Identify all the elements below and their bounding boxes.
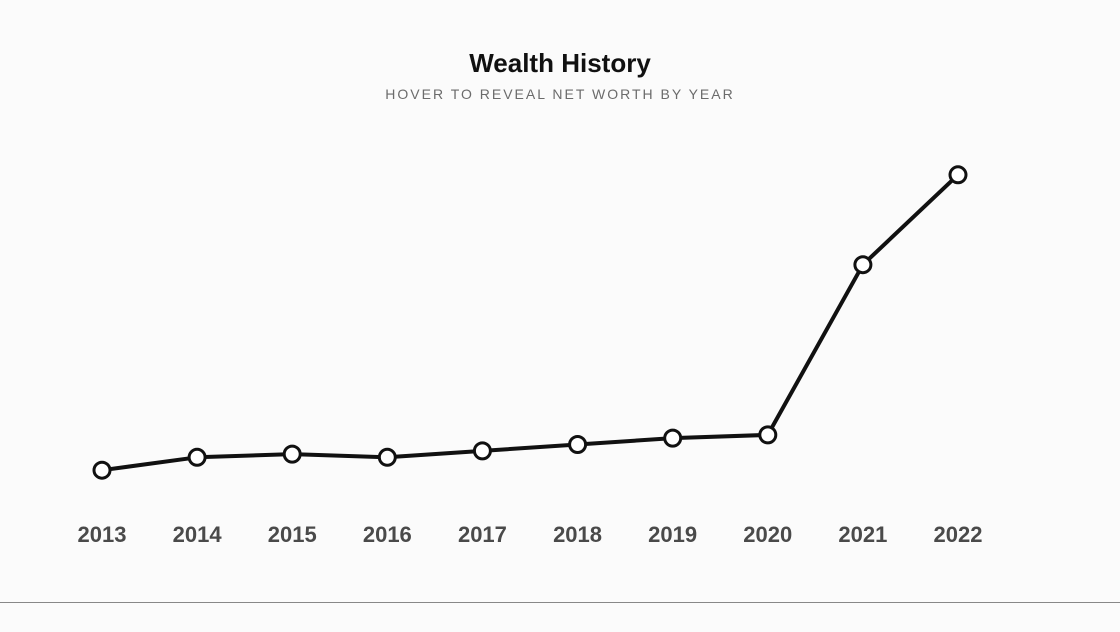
data-point[interactable] [665, 430, 681, 446]
chart-title: Wealth History [0, 48, 1120, 79]
series-line [102, 175, 958, 470]
x-tick-label: 2018 [553, 522, 602, 548]
x-tick-label: 2021 [838, 522, 887, 548]
x-tick-label: 2019 [648, 522, 697, 548]
data-point[interactable] [950, 167, 966, 183]
x-tick-label: 2016 [363, 522, 412, 548]
baseline-rule [0, 602, 1120, 603]
x-tick-label: 2022 [934, 522, 983, 548]
x-tick-label: 2017 [458, 522, 507, 548]
chart-subtitle: HOVER TO REVEAL NET WORTH BY YEAR [0, 86, 1120, 102]
data-point[interactable] [94, 462, 110, 478]
x-tick-label: 2014 [173, 522, 222, 548]
x-tick-label: 2020 [743, 522, 792, 548]
x-tick-label: 2013 [78, 522, 127, 548]
x-tick-label: 2015 [268, 522, 317, 548]
data-point[interactable] [855, 257, 871, 273]
data-point[interactable] [379, 449, 395, 465]
data-point[interactable] [284, 446, 300, 462]
data-point[interactable] [760, 427, 776, 443]
data-point[interactable] [570, 437, 586, 453]
data-point[interactable] [474, 443, 490, 459]
data-point[interactable] [189, 449, 205, 465]
chart-container: Wealth History HOVER TO REVEAL NET WORTH… [0, 0, 1120, 632]
line-chart[interactable] [90, 150, 970, 495]
